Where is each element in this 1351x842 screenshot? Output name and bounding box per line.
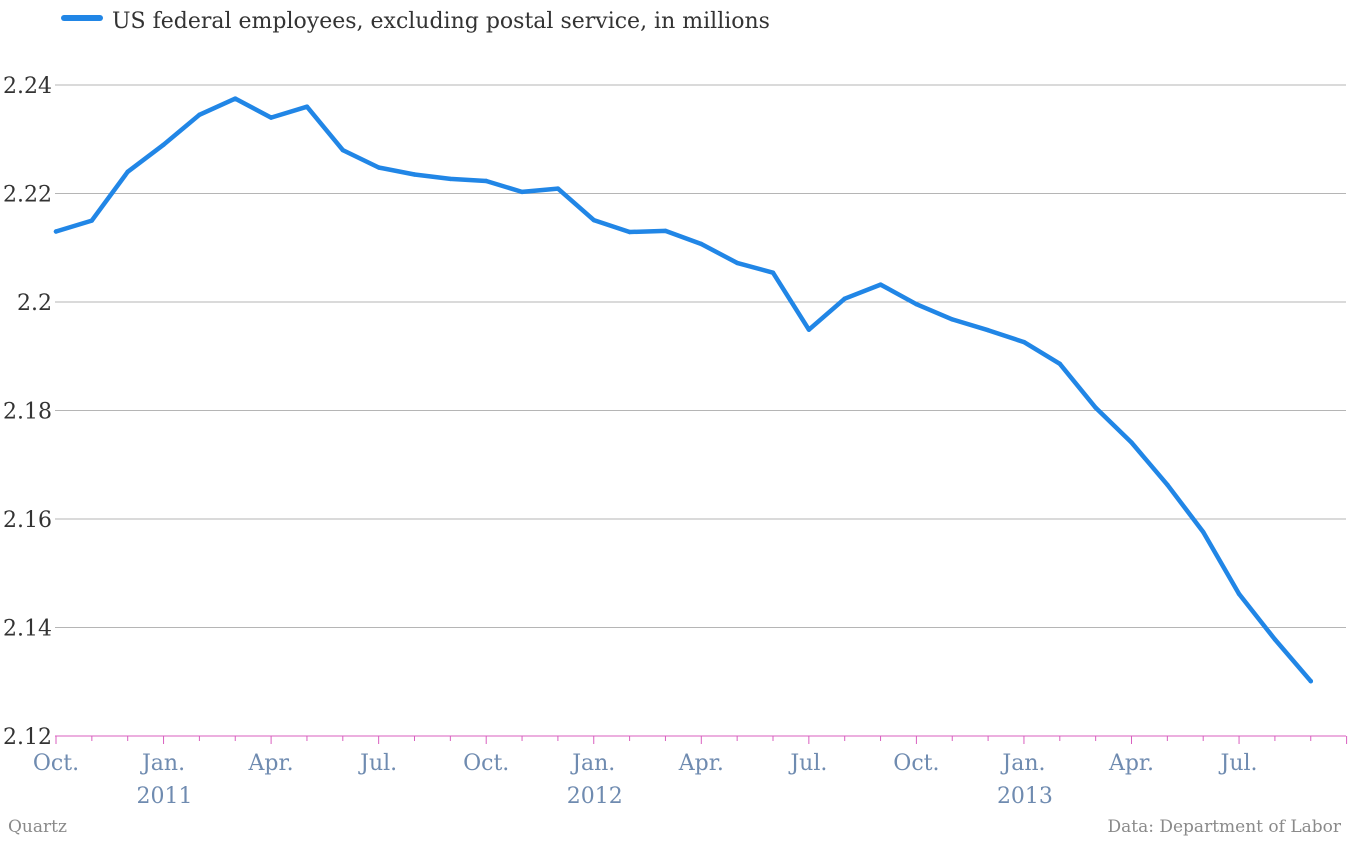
data-point	[699, 241, 704, 247]
y-tick-label: 2.22	[3, 183, 52, 208]
data-point	[1093, 405, 1098, 410]
data-point	[1057, 361, 1063, 366]
source-left: Quartz	[8, 817, 67, 837]
x-axis: Oct. Jan. 2011 Apr. Jul. Oct. Jan. 2012 Apr. Jul.…	[33, 736, 1348, 809]
series-line	[53, 96, 1314, 684]
y-tick-label: 2.18	[3, 400, 52, 425]
data-point	[627, 229, 632, 235]
legend-label: US federal employees, excluding postal s…	[112, 9, 770, 34]
data-point	[197, 112, 202, 118]
data-point	[519, 189, 525, 195]
gridlines	[55, 84, 1346, 737]
data-point	[985, 328, 991, 333]
data-point	[376, 165, 381, 170]
x-year-label: 2011	[137, 784, 193, 809]
x-tick-label: Apr.	[1108, 751, 1154, 776]
data-point	[340, 147, 345, 153]
data-point	[484, 178, 489, 184]
data-point	[842, 296, 847, 301]
x-tick-label: Apr.	[248, 751, 294, 776]
data-point	[161, 142, 166, 147]
x-tick-label: Jul.	[1219, 751, 1258, 776]
data-point	[950, 317, 955, 322]
y-tick-label: 2.2	[17, 291, 52, 316]
data-point	[1308, 679, 1314, 684]
data-point	[1201, 529, 1206, 535]
data-point	[412, 172, 417, 177]
x-tick-label: Apr.	[678, 751, 724, 776]
x-tick-label: Jul.	[358, 751, 397, 776]
data-point	[1236, 591, 1242, 597]
data-point	[233, 96, 238, 101]
data-point	[1165, 482, 1170, 487]
y-tick-label: 2.16	[3, 508, 52, 533]
data-point	[806, 327, 812, 332]
x-tick-label: Jan.	[570, 751, 615, 776]
data-point	[53, 229, 59, 234]
source-right: Data: Department of Labor	[1108, 817, 1342, 837]
x-tick-label: Oct.	[33, 751, 79, 776]
x-tick-label: Jan.	[1000, 751, 1045, 776]
data-point	[878, 282, 883, 287]
data-point	[125, 169, 130, 174]
x-tick-label: Jan.	[140, 751, 185, 776]
chart-legend: US federal employees, excluding postal s…	[61, 9, 770, 34]
y-tick-label: 2.12	[3, 725, 52, 750]
series-layer	[53, 96, 1314, 684]
x-year-label: 2012	[567, 784, 623, 809]
y-axis-ticks: 2.12 2.14 2.16 2.18 2.2 2.22 2.24	[3, 74, 52, 750]
y-tick-label: 2.14	[3, 617, 52, 642]
data-point	[591, 217, 596, 223]
data-point	[555, 186, 561, 191]
data-point	[268, 115, 274, 120]
data-point	[448, 176, 453, 182]
data-point	[663, 228, 668, 234]
data-point	[914, 302, 919, 307]
data-point	[89, 218, 95, 223]
x-tick-label: Oct.	[463, 751, 509, 776]
data-point	[1272, 637, 1278, 642]
x-year-label: 2013	[997, 784, 1053, 809]
data-point	[734, 260, 740, 266]
x-tick-label: Jul.	[788, 751, 827, 776]
y-tick-label: 2.24	[3, 74, 52, 99]
x-tick-label: Oct.	[893, 751, 939, 776]
data-point	[304, 104, 310, 109]
data-point	[1129, 440, 1134, 445]
data-point	[770, 270, 776, 275]
data-point	[1021, 339, 1027, 345]
